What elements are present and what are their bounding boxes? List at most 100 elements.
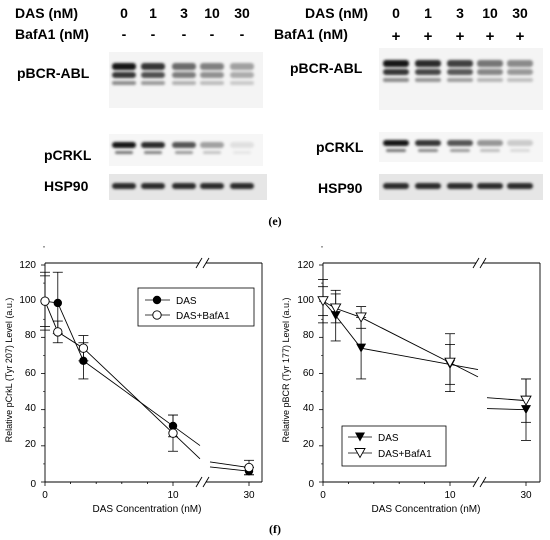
y-tick-label: 100	[297, 295, 314, 306]
pbcr-abl-band	[200, 72, 224, 78]
hsp90-band	[415, 183, 441, 189]
pbcr-abl-band	[507, 78, 533, 82]
y-tick-label: 40	[25, 403, 37, 414]
pbcr-abl-band	[415, 60, 441, 67]
pcrkl-band	[383, 140, 409, 146]
data-point-das	[356, 343, 367, 353]
lane-das-value: 3	[456, 5, 464, 21]
hsp90-band	[447, 183, 473, 189]
pbcr-abl-band	[112, 72, 136, 78]
axis-break-mark	[472, 257, 480, 269]
data-point-das-bafa1	[40, 296, 50, 306]
chart-right-xlabel: DAS Concentration (nM)	[372, 504, 481, 515]
y-tick-label: 40	[303, 403, 315, 414]
panel-f-caption: (f)	[269, 522, 281, 536]
blot-left-bafa1-values: - - - - -	[122, 26, 245, 42]
pcrkl-band	[477, 140, 503, 146]
lane-bafa1-value: +	[392, 28, 401, 45]
lane-das-value: 1	[149, 5, 157, 21]
blot-right-bafa1-label: BafA1 (nM)	[274, 26, 348, 42]
legend-box	[341, 425, 447, 467]
chart-left-legend: DAS DAS+BafA1	[137, 287, 255, 327]
legend-label: DAS+BafA1	[378, 449, 432, 460]
pbcr-abl-band	[172, 63, 196, 70]
pbcr-abl-band	[383, 60, 409, 67]
pcrkl-band	[230, 142, 254, 148]
chart-left-xticks: 0 10 30	[42, 490, 255, 501]
pcrkl-band	[172, 142, 196, 148]
pcrkl-band	[233, 151, 251, 154]
lane-bafa1-value: -	[240, 26, 245, 42]
blot-right-bands	[383, 60, 533, 189]
lane-bafa1-value: -	[210, 26, 215, 42]
pbcr-abl-band	[447, 69, 473, 75]
pcrkl-band	[115, 151, 133, 154]
pcrkl-band	[510, 149, 530, 152]
legend-label: DAS+BafA1	[176, 311, 230, 322]
y-tick-label: 20	[25, 439, 37, 450]
blot-right-row-pcrkl: pCRKL	[316, 139, 364, 155]
axis-break-mark	[202, 476, 210, 488]
lane-bafa1-value: -	[182, 26, 187, 42]
data-point-das-bafa1	[53, 327, 63, 337]
pbcr-abl-band	[230, 72, 254, 78]
blot-left-row-hsp90: HSP90	[44, 178, 89, 194]
data-point-das-bafa1	[244, 462, 254, 473]
pcrkl-band	[203, 151, 221, 154]
pcrkl-band	[141, 142, 165, 148]
x-tick-label: 10	[444, 490, 456, 501]
pbcr-abl-band	[230, 63, 254, 70]
axis-break-mark	[195, 476, 203, 488]
pcrkl-band	[450, 149, 470, 152]
lane-das-value: 10	[204, 5, 220, 21]
lane-bafa1-value: -	[151, 26, 156, 42]
pbcr-abl-band	[507, 60, 533, 67]
pbcr-abl-band	[415, 78, 441, 82]
lane-das-value: 0	[392, 5, 400, 21]
chart-right-yticks: 0 20 40 60 80 100 120	[297, 260, 314, 490]
y-tick-label: 60	[303, 368, 315, 379]
data-point-das-bafa1	[329, 303, 342, 314]
blot-right-bafa1-values: + + + + +	[392, 28, 525, 45]
y-tick-label: 80	[25, 330, 37, 341]
pbcr-abl-band	[477, 78, 503, 82]
y-tick-label: 60	[25, 368, 37, 379]
pbcr-abl-band	[447, 78, 473, 82]
x-tick-label: 0	[320, 490, 326, 501]
hsp90-band	[112, 183, 136, 189]
x-tick-label: 10	[167, 490, 179, 501]
axis-break-mark	[479, 257, 487, 269]
chart-right: Relative pBCR (Tyr 177) Level (a.u.) DAS…	[281, 246, 541, 515]
pbcr-abl-band	[141, 81, 165, 85]
pbcr-abl-band	[477, 60, 503, 67]
chart-left-xlabel: DAS Concentration (nM)	[93, 504, 202, 515]
blot-left-das-label: DAS (nM)	[15, 5, 78, 21]
pcrkl-band	[112, 142, 136, 148]
pbcr-abl-band	[141, 63, 165, 70]
blot-left-pcrkl-strip	[109, 134, 263, 166]
blot-right-pcrkl-strip	[379, 132, 543, 162]
legend-box	[137, 287, 255, 327]
hsp90-band	[477, 183, 503, 189]
x-tick-label: 0	[42, 490, 48, 501]
chart-right-legend: DAS DAS+BafA1	[341, 425, 447, 467]
pbcr-abl-band	[383, 78, 409, 82]
lane-bafa1-value: +	[516, 28, 525, 45]
blot-left: DAS (nM) BafA1 (nM) 0 1 3 10 30 - - - - …	[15, 5, 267, 200]
axis-break-mark	[202, 257, 210, 269]
pbcr-abl-band	[200, 81, 224, 85]
legend-marker-open-circle	[152, 310, 162, 320]
hsp90-band	[230, 183, 254, 189]
y-tick-label: 20	[303, 439, 315, 450]
lane-das-value: 30	[234, 5, 250, 21]
data-point-das-bafa1	[444, 357, 456, 369]
pbcr-abl-band	[383, 69, 409, 75]
pbcr-abl-band	[172, 72, 196, 78]
pbcr-abl-band	[112, 81, 136, 85]
legend-label: DAS	[176, 296, 197, 307]
blot-right-das-values: 0 1 3 10 30	[392, 5, 528, 21]
pcrkl-band	[175, 151, 193, 154]
legend-marker-filled-circle	[152, 295, 162, 305]
hsp90-band	[141, 183, 165, 189]
